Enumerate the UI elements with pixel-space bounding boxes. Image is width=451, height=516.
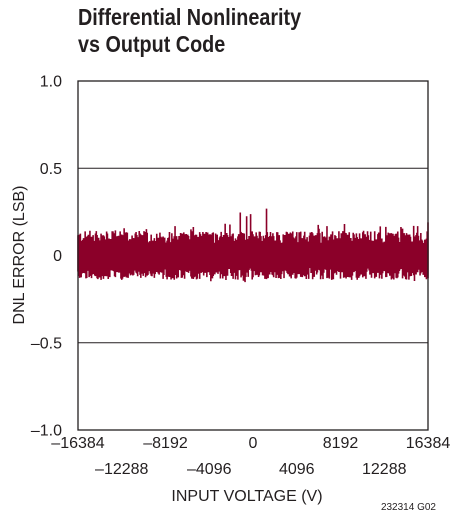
dnl-core-band — [78, 242, 428, 269]
y-tick-label: 0 — [53, 248, 62, 265]
x-tick-label-lower: 12288 — [362, 461, 407, 478]
x-tick-labels: –16384 –8192 0 8192 16384 –12288 –4096 4096 1228… — [51, 435, 450, 478]
chart-title: Differential Nonlinearity vs Output Code — [78, 4, 301, 58]
y-axis-title: DNL ERROR (LSB) — [11, 186, 28, 325]
x-axis-title: INPUT VOLTAGE (V) — [171, 488, 322, 505]
x-tick-label-upper: 16384 — [406, 435, 451, 452]
x-tick-label-upper: –16384 — [51, 435, 104, 452]
x-tick-label-upper: 0 — [249, 435, 258, 452]
x-tick-label-lower: 4096 — [279, 461, 315, 478]
y-tick-label: –0.5 — [31, 335, 62, 352]
dnl-series — [77, 208, 429, 283]
x-tick-label-upper: –8192 — [143, 435, 188, 452]
figure-code: 232314 G02 — [381, 502, 436, 513]
y-tick-labels: 1.0 0.5 0 –0.5 –1.0 — [31, 74, 62, 440]
y-tick-label: –1.0 — [31, 423, 62, 440]
x-tick-label-lower: –12288 — [95, 461, 148, 478]
y-tick-label: 1.0 — [40, 74, 62, 91]
x-tick-label-upper: 8192 — [323, 435, 359, 452]
x-tick-label-lower: –4096 — [187, 461, 232, 478]
chart-title-line-1: Differential Nonlinearity — [78, 4, 302, 30]
y-tick-label: 0.5 — [40, 161, 62, 178]
plot-frame — [77, 80, 429, 431]
chart-title-line-2: vs Output Code — [78, 31, 226, 57]
